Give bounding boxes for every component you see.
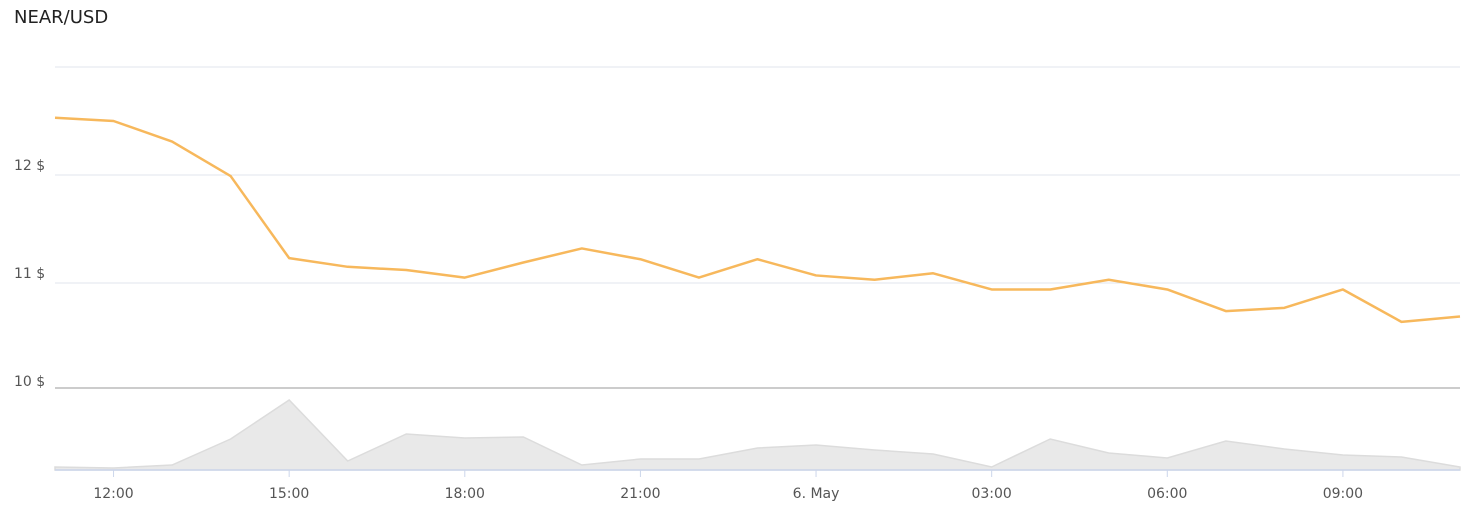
chart-title: NEAR/USD: [14, 7, 108, 28]
price-line: [54, 116, 1461, 324]
y-tick-label: 10 $: [14, 374, 45, 390]
x-tick-label: 06:00: [1147, 486, 1187, 502]
x-tick-label: 21:00: [620, 486, 660, 502]
x-tick-label: 12:00: [93, 486, 133, 502]
x-tick-label: 6. May: [793, 486, 840, 502]
x-tick-label: 18:00: [445, 486, 485, 502]
x-tick-label: 03:00: [971, 486, 1011, 502]
x-tick-label: 09:00: [1323, 486, 1363, 502]
y-tick-label: 12 $: [14, 158, 45, 174]
x-tick-label: 15:00: [269, 486, 309, 502]
volume-area: [54, 399, 1461, 471]
y-tick-label: 11 $: [14, 266, 45, 282]
